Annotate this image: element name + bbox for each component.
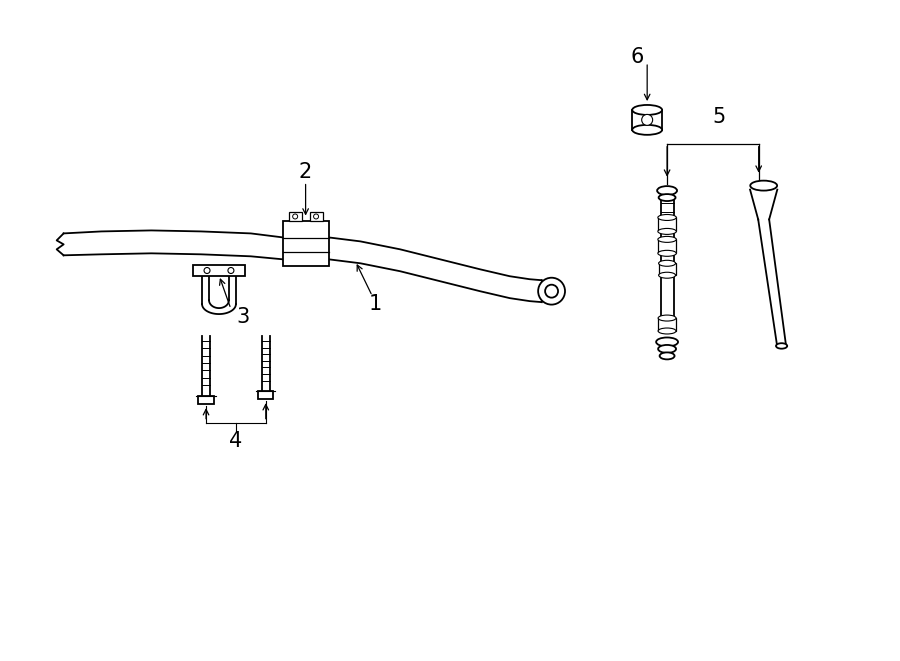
Ellipse shape bbox=[658, 237, 676, 243]
Ellipse shape bbox=[659, 194, 676, 201]
Ellipse shape bbox=[658, 345, 676, 353]
Circle shape bbox=[292, 214, 298, 219]
Ellipse shape bbox=[632, 105, 662, 115]
Ellipse shape bbox=[659, 272, 676, 278]
FancyBboxPatch shape bbox=[194, 265, 245, 276]
Ellipse shape bbox=[657, 186, 677, 195]
Text: 5: 5 bbox=[712, 107, 725, 127]
Circle shape bbox=[313, 214, 319, 219]
Text: 6: 6 bbox=[631, 47, 644, 67]
Ellipse shape bbox=[658, 328, 676, 334]
Ellipse shape bbox=[656, 338, 678, 346]
Circle shape bbox=[204, 268, 210, 274]
Text: 1: 1 bbox=[369, 294, 382, 314]
FancyBboxPatch shape bbox=[658, 239, 676, 253]
FancyBboxPatch shape bbox=[289, 212, 302, 221]
Ellipse shape bbox=[660, 352, 675, 360]
Text: 3: 3 bbox=[236, 307, 249, 327]
FancyBboxPatch shape bbox=[659, 263, 676, 275]
Text: 4: 4 bbox=[230, 430, 242, 451]
Ellipse shape bbox=[659, 260, 676, 266]
Text: 2: 2 bbox=[299, 162, 312, 182]
FancyBboxPatch shape bbox=[658, 217, 676, 231]
FancyBboxPatch shape bbox=[283, 221, 328, 266]
Circle shape bbox=[538, 278, 565, 305]
Ellipse shape bbox=[658, 315, 676, 321]
Ellipse shape bbox=[658, 251, 676, 256]
Ellipse shape bbox=[658, 214, 676, 221]
Ellipse shape bbox=[751, 180, 777, 190]
FancyBboxPatch shape bbox=[198, 396, 213, 404]
Ellipse shape bbox=[632, 125, 662, 135]
FancyBboxPatch shape bbox=[310, 212, 322, 221]
Circle shape bbox=[545, 285, 558, 297]
Ellipse shape bbox=[776, 343, 788, 348]
FancyBboxPatch shape bbox=[658, 318, 676, 331]
FancyBboxPatch shape bbox=[258, 391, 274, 399]
Circle shape bbox=[642, 114, 652, 126]
Circle shape bbox=[228, 268, 234, 274]
Ellipse shape bbox=[658, 229, 676, 235]
